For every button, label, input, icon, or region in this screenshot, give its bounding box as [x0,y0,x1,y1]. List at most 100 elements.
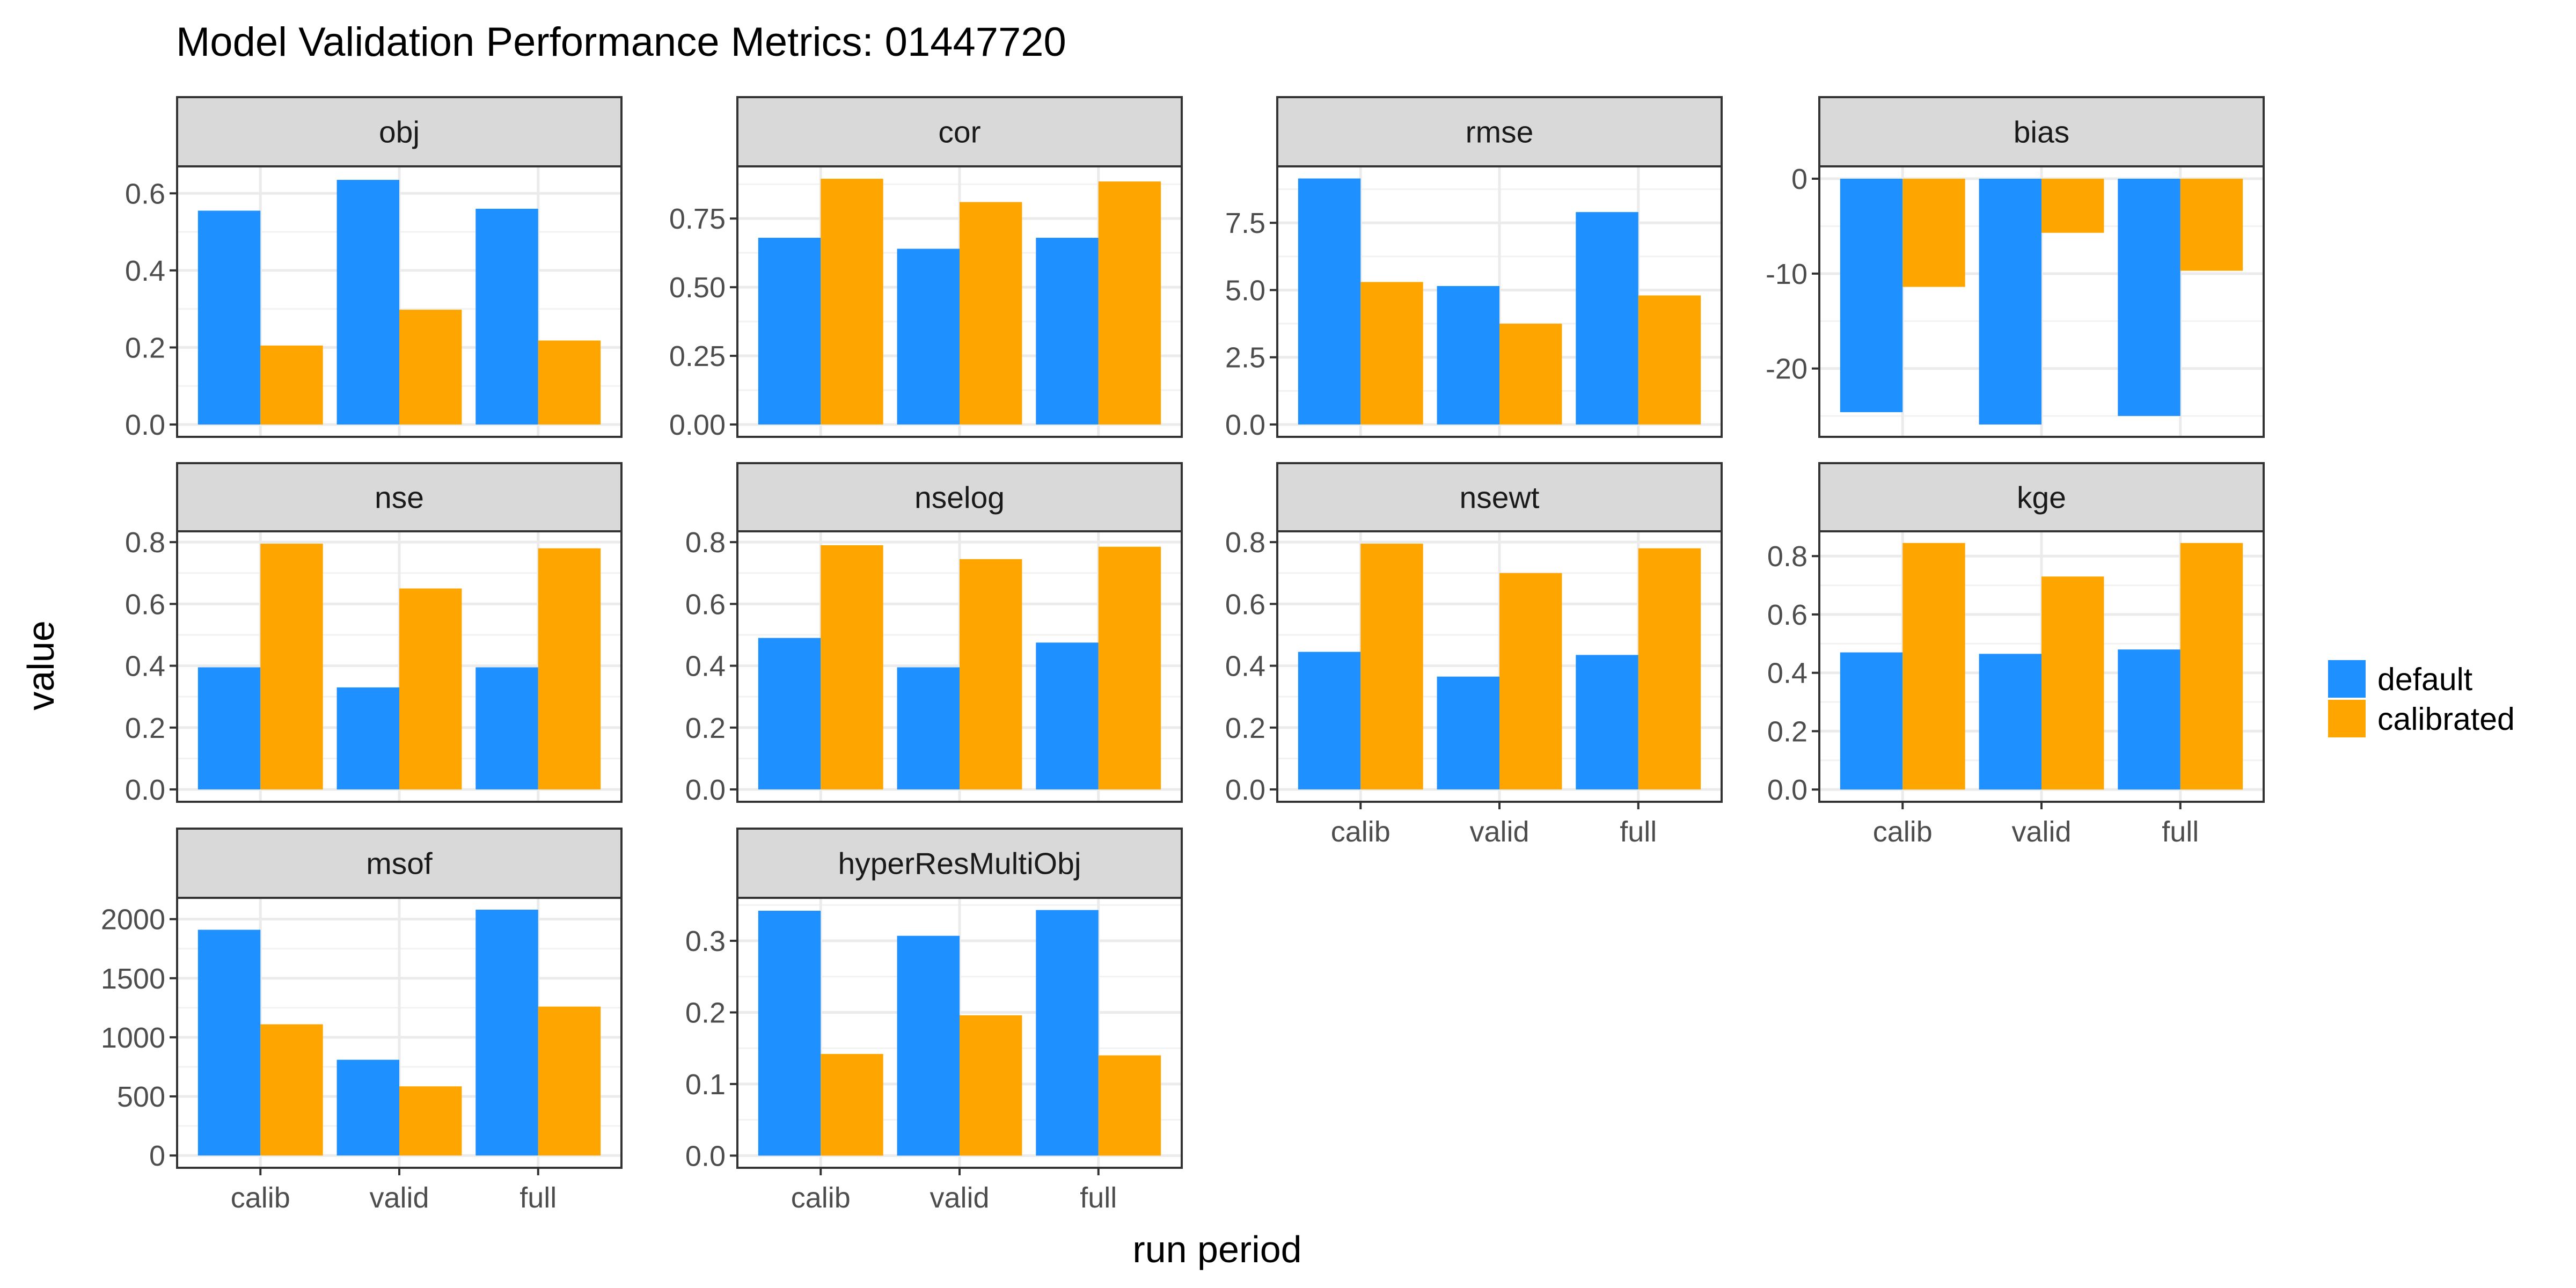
bar-default-valid [1437,286,1499,425]
panel-border [176,530,623,803]
x-axis-title: run period [1132,1228,1301,1270]
bar-calibrated-calib [1902,178,1965,287]
bar-default-full [2118,649,2180,790]
y-tick-label: 0.75 [669,203,726,235]
x-tick-label: valid [930,1182,989,1214]
bar-calibrated-full [2180,178,2243,271]
legend-label-calibrated: calibrated [2377,701,2515,737]
x-tick-label: calib [1873,816,1933,848]
x-tick-label: calib [791,1182,851,1214]
y-tick-label: 0.8 [1225,526,1265,559]
y-tick-label: 0.6 [125,178,165,210]
y-tick-label: 0.2 [685,997,726,1029]
y-tick-label: 0.3 [685,925,726,957]
y-tick-label: 1500 [101,963,165,995]
facet-label: nsewt [1460,481,1540,515]
bar-default-full [1576,655,1638,789]
facet-strip [1818,96,2265,167]
y-tick-label: 0.8 [685,526,726,559]
bar-calibrated-calib [1360,282,1423,425]
panel-obj: obj 0.0 0.2 0.4 0.6 [125,96,623,441]
x-tick-label: full [519,1182,557,1214]
y-tick-label: 0.2 [685,712,726,744]
y-tick-label: 0.4 [125,255,165,287]
facet-label: hyperResMultiObj [838,847,1081,881]
facet-label: bias [2014,115,2070,150]
bar-default-full [1036,910,1099,1156]
facet-label: obj [379,115,420,150]
panel-kge: kge 0.0 0.2 0.4 0.6 0.8 calib valid full [1767,462,2265,848]
y-axis-title: value [20,620,62,710]
bar-calibrated-calib [821,1053,883,1156]
x-tick-label: full [1620,816,1657,848]
y-tick-label: 0.2 [1225,712,1265,744]
y-tick-label: 0.4 [1225,650,1265,683]
panel-nsewt: nsewt 0.0 0.2 0.4 0.6 0.8 calib valid full [1225,462,1723,848]
y-tick-label: 0 [149,1140,165,1172]
bar-default-valid [336,1059,399,1156]
panel-bias: bias -20 -10 0 [1766,96,2265,438]
bar-default-valid [1979,654,2041,790]
facet-strip [176,96,623,167]
bar-default-calib [758,638,821,789]
x-tick-label: full [2162,816,2199,848]
panel-rmse: rmse 0.0 2.5 5.0 7.5 [1225,96,1723,441]
y-tick-label: -20 [1766,353,1807,385]
legend-key-default [2328,660,2366,698]
y-tick-label: 0.00 [669,409,726,441]
bar-default-full [475,208,538,425]
bar-default-full [1036,642,1099,789]
bar-calibrated-full [1098,546,1161,789]
bar-default-full [475,667,538,789]
bar-calibrated-full [1638,548,1701,789]
legend-key-calibrated [2328,700,2366,737]
y-tick-label: 0.2 [125,332,165,364]
bar-calibrated-full [538,548,601,789]
y-tick-label: 0.6 [1767,599,1807,631]
facet-label: msof [366,847,433,881]
bar-default-calib [758,911,821,1156]
y-tick-label: 0.6 [125,588,165,620]
y-tick-label: 0.4 [125,650,165,683]
bar-calibrated-valid [399,310,462,425]
y-tick-label: 0.0 [125,774,165,806]
y-tick-label: 0.1 [685,1069,726,1101]
bar-default-full [475,910,538,1156]
bar-calibrated-valid [960,1015,1022,1156]
y-tick-label: 0.8 [125,526,165,559]
y-tick-label: 0 [1791,163,1807,195]
y-tick-label: 500 [117,1081,165,1113]
y-tick-label: 0.0 [685,1140,726,1172]
bar-calibrated-calib [260,1024,323,1156]
bar-default-valid [897,667,960,789]
x-tick-label: valid [2011,816,2071,848]
bar-default-calib [758,238,821,425]
y-tick-label: 2000 [101,904,165,936]
y-tick-label: 0.0 [1225,774,1265,806]
bar-default-full [1036,238,1099,425]
bar-default-valid [897,248,960,425]
y-tick-label: 0.0 [685,774,726,806]
y-tick-label: 0.4 [1767,657,1807,690]
facet-label: kge [2017,481,2066,515]
facet-strip [736,828,1183,899]
bar-calibrated-full [1098,1055,1161,1156]
y-tick-label: 0.0 [1225,409,1265,441]
bar-default-calib [1298,178,1361,425]
bar-calibrated-calib [1902,543,1965,790]
bar-default-valid [336,180,399,425]
panel-hyperResMultiObj: hyperResMultiObj 0.0 0.1 0.2 0.3 calib valid fu… [685,828,1183,1214]
bar-calibrated-full [538,340,601,425]
bar-calibrated-full [1638,295,1701,425]
legend: default calibrated [2328,660,2515,737]
panel-cor: cor 0.00 0.25 0.50 0.75 [669,96,1183,441]
bar-calibrated-full [538,1006,601,1156]
facet-label: nse [375,481,424,515]
bar-default-valid [336,687,399,789]
bar-default-full [1576,212,1638,425]
panel-border [736,165,1183,438]
chart-title: Model Validation Performance Metrics: 01… [176,19,1066,65]
y-tick-label: -10 [1766,258,1807,290]
y-tick-label: 0.2 [125,712,165,744]
bar-default-full [2118,178,2180,416]
